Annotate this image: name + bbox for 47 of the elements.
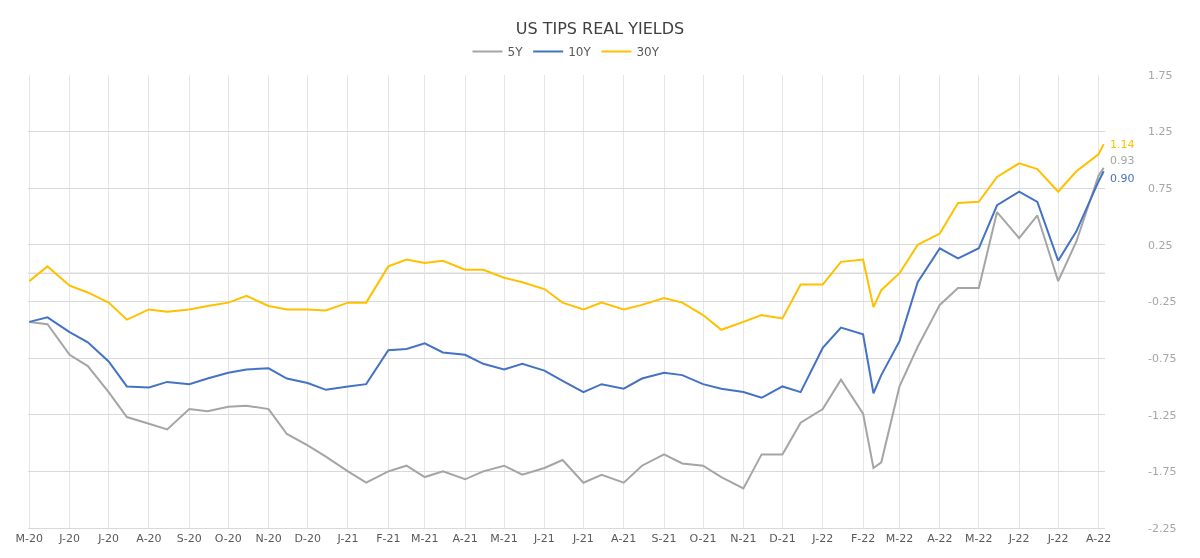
- x-tick-label: F-22: [850, 532, 876, 546]
- x-tick-label: J-20: [58, 532, 81, 546]
- y-tick-label: -1.25: [1148, 408, 1177, 422]
- x-tick-label: J-20: [97, 532, 120, 546]
- x-tick-label: M-21: [410, 532, 439, 546]
- y-tick-label: 0.75: [1148, 182, 1173, 196]
- x-tick-label: N-21: [730, 532, 757, 546]
- x-tick-label: S-21: [651, 532, 677, 546]
- x-tick-label: D-20: [294, 532, 321, 546]
- legend-label: 5Y: [507, 45, 524, 60]
- chart-title: US TIPS REAL YIELDS: [515, 18, 685, 38]
- x-tick-label: J-22: [1046, 532, 1069, 546]
- legend-label: 30Y: [636, 45, 660, 60]
- x-tick-label: M-22: [885, 532, 914, 546]
- y-tick-label: -2.25: [1148, 521, 1177, 535]
- y-tick-label: -0.25: [1148, 295, 1177, 309]
- x-tick-label: F-21: [376, 532, 401, 546]
- y-tick-label: -1.75: [1148, 465, 1177, 479]
- x-tick-label: M-20: [15, 532, 44, 546]
- x-tick-label: O-21: [689, 532, 717, 546]
- x-tick-label: J-21: [336, 532, 359, 546]
- x-tick-label: N-20: [255, 532, 282, 546]
- x-tick-label: M-21: [490, 532, 518, 546]
- x-tick-label: J-21: [572, 532, 594, 546]
- x-tick-label: A-22: [1085, 532, 1112, 546]
- annotation: 1.14: [1110, 138, 1135, 151]
- y-tick-label: 1.75: [1148, 68, 1173, 82]
- x-tick-label: J-22: [1007, 532, 1030, 546]
- annotation: 0.93: [1110, 154, 1135, 167]
- x-tick-label: J-21: [532, 532, 555, 546]
- x-tick-label: S-20: [176, 532, 202, 546]
- line-series: [28, 170, 1105, 399]
- line-series: [28, 143, 1105, 331]
- legend-label: 10Y: [568, 45, 592, 60]
- x-tick-label: A-21: [611, 532, 637, 546]
- annotation: 0.90: [1110, 172, 1135, 185]
- x-tick-label: M-22: [965, 532, 993, 546]
- x-tick-label: A-22: [927, 532, 953, 546]
- x-tick-label: A-20: [136, 532, 162, 546]
- y-tick-label: -0.75: [1148, 351, 1177, 365]
- line-series: [28, 166, 1105, 490]
- x-tick-label: A-21: [452, 532, 478, 546]
- x-tick-label: D-21: [769, 532, 796, 546]
- x-tick-label: O-20: [214, 532, 242, 546]
- x-tick-label: J-22: [811, 532, 834, 546]
- y-tick-label: 0.25: [1148, 238, 1173, 252]
- y-tick-label: 1.25: [1148, 125, 1173, 139]
